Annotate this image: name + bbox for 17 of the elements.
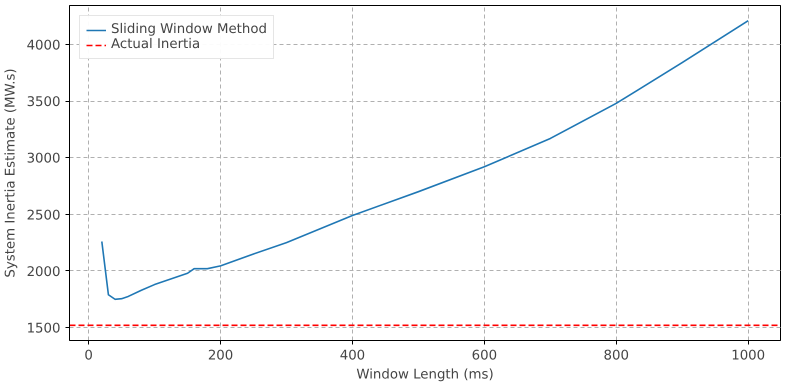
x-tick-label: 800 [604, 348, 630, 364]
y-tick-label: 2000 [26, 264, 61, 280]
line-series [101, 20, 749, 300]
y-tick-label: 1500 [26, 322, 61, 337]
y-tick-label: 2500 [26, 208, 61, 224]
x-tick-label: 0 [84, 348, 93, 364]
x-tick-label: 200 [208, 348, 234, 364]
legend-label: Actual Inertia [111, 37, 200, 52]
legend-label: Sliding Window Method [111, 22, 267, 37]
x-axis-title: Window Length (ms) [356, 368, 494, 382]
x-tick-label: 600 [472, 348, 498, 364]
x-tick-label: 400 [340, 348, 366, 364]
y-tick-label: 3500 [26, 95, 61, 110]
y-tick-label: 4000 [26, 38, 61, 54]
y-axis-title: System Inertia Estimate (MW.s) [4, 68, 19, 278]
x-tick-label: 1000 [731, 348, 766, 364]
y-tick-label: 3000 [26, 152, 61, 167]
